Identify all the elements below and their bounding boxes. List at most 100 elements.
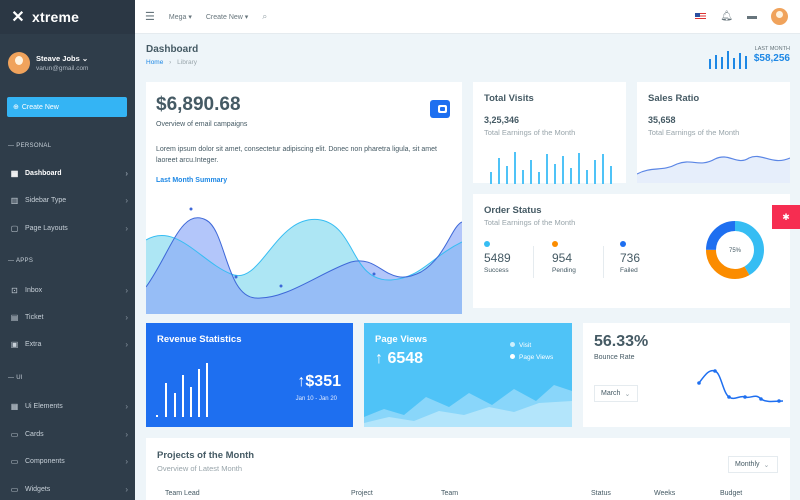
mega-menu[interactable]: Mega ▾ xyxy=(169,13,192,21)
visit-bar xyxy=(578,153,580,184)
donut-segment-pending xyxy=(706,221,764,279)
visit-bar xyxy=(570,168,572,184)
page-layouts-icon: ▢ xyxy=(10,224,19,233)
last-month-sparkbars xyxy=(709,51,747,69)
user-profile[interactable]: Steave Jobs ⌄ varun@gmail.com xyxy=(0,34,135,114)
stat-label: Success xyxy=(484,267,509,274)
chevron-right-icon: › xyxy=(125,169,128,178)
column-header: Status xyxy=(591,490,611,497)
stat-label: Failed xyxy=(620,267,638,274)
dot-icon xyxy=(510,354,515,359)
sidebar-item-extra[interactable]: ▣ Extra › xyxy=(10,340,128,349)
projects-card: Projects of the Month Overview of Latest… xyxy=(146,438,790,500)
email-body: Lorem ipsum dolor sit amet, consectetur … xyxy=(156,146,437,164)
user-email: varun@gmail.com xyxy=(36,65,89,72)
sidebar-item-label: Inbox xyxy=(25,287,43,294)
last-month-summary-link[interactable]: Last Month Summary xyxy=(156,177,228,184)
arrow-up-icon: ↑ xyxy=(375,350,383,367)
bounce-point xyxy=(713,369,717,373)
revenue-bar xyxy=(174,393,176,417)
breadcrumb-current: Library xyxy=(177,59,198,66)
settings-tab[interactable]: ✱ xyxy=(772,205,800,229)
revenue-card: Revenue Statistics ↑$351 Jan 10 - Jan 20 xyxy=(146,323,353,427)
sidebar-item-label: Page Layouts xyxy=(25,225,68,232)
logo-icon: ✕ xyxy=(11,9,25,26)
bounce-month-select[interactable]: March ⌄ xyxy=(594,385,638,402)
revenue-bar xyxy=(165,383,167,417)
sidebar-item-ticket[interactable]: ▤ Ticket › xyxy=(10,313,128,322)
chevron-right-icon: › xyxy=(125,224,128,233)
projects-period-select[interactable]: Monthly ⌄ xyxy=(728,456,778,473)
sales-area xyxy=(637,156,790,183)
avatar xyxy=(8,52,30,74)
projects-select-value: Monthly xyxy=(735,461,760,468)
last-month-summary: LAST MONTH $58,256 xyxy=(754,46,790,64)
sidebar-item-ui-elements[interactable]: ▦ Ui Elements › xyxy=(10,402,128,411)
visit-bar xyxy=(562,156,564,184)
email-wave-chart xyxy=(146,207,462,314)
us-flag-icon[interactable] xyxy=(695,12,707,21)
mega-label: Mega xyxy=(168,13,187,21)
sidebar-item-page-layouts[interactable]: ▢ Page Layouts › xyxy=(10,224,128,233)
sidebar-item-sidebar-type[interactable]: ▥ Sidebar Type › xyxy=(10,196,128,205)
visit-bar xyxy=(490,172,492,184)
chevron-right-icon: › xyxy=(125,402,128,411)
sidebar-item-widgets[interactable]: ▭ Widgets › xyxy=(10,485,128,494)
create-new-button[interactable]: ⊕ Create New xyxy=(7,97,127,117)
visit-bar xyxy=(522,170,524,184)
page-views-value: 6548 xyxy=(387,350,424,367)
revenue-bar xyxy=(206,363,208,417)
email-subtitle: Overview of email campaigns xyxy=(156,121,248,128)
plus-icon: ⊕ xyxy=(13,104,19,111)
bounce-value: 56.33% xyxy=(594,333,649,350)
wave-point xyxy=(189,207,193,211)
column-header: Project xyxy=(351,490,373,497)
visit-bar xyxy=(594,160,596,184)
extra-icon: ▣ xyxy=(10,340,19,349)
email-amount: $6,890.68 xyxy=(156,94,241,115)
logo[interactable]: ✕ xtreme xyxy=(0,0,135,34)
search-icon[interactable]: ⌕ xyxy=(262,11,268,21)
widgets-icon: ▭ xyxy=(10,485,19,494)
spark-bar xyxy=(715,55,717,69)
brand-name: xtreme xyxy=(32,9,80,25)
section-ui: — UI xyxy=(8,375,23,381)
hamburger-icon[interactable]: ☰ xyxy=(145,11,155,23)
wave-line-blue xyxy=(146,217,462,299)
bell-icon[interactable]: 🔔︎ xyxy=(720,11,733,22)
order-status-sub: Total Earnings of the Month xyxy=(484,218,576,227)
sidebar-item-cards[interactable]: ▭ Cards › xyxy=(10,430,128,439)
sidebar-item-components[interactable]: ▭ Components › xyxy=(10,457,128,466)
message-icon[interactable]: ▬ xyxy=(747,11,757,22)
last-month-label: LAST MONTH xyxy=(754,46,790,52)
visit-bar xyxy=(506,166,508,184)
chevron-right-icon: › xyxy=(125,485,128,494)
visit-bar xyxy=(554,164,556,184)
create-new-menu[interactable]: Create New ▾ xyxy=(206,13,248,21)
chevron-right-icon: › xyxy=(125,340,128,349)
total-visits-sub: Total Earnings of the Month xyxy=(484,128,576,137)
revenue-bar xyxy=(190,387,192,417)
revenue-value: $351 xyxy=(305,373,341,390)
sidebar-item-dashboard[interactable]: ▦ Dashboard › xyxy=(10,169,128,178)
page-views-area xyxy=(364,385,572,427)
sidebar-item-label: Sidebar Type xyxy=(25,197,67,204)
breadcrumb-home[interactable]: Home xyxy=(146,59,164,66)
pageviews-area-front xyxy=(364,401,572,427)
top-avatar[interactable] xyxy=(771,8,788,25)
sidebar-item-inbox[interactable]: ⊡ Inbox › xyxy=(10,286,128,295)
bounce-line-chart xyxy=(697,369,784,403)
spark-bar xyxy=(733,58,735,69)
stat-pending: 954 Pending xyxy=(552,241,576,274)
email-campaign-card: $6,890.68 Overview of email campaigns Lo… xyxy=(146,82,462,314)
total-visits-title: Total Visits xyxy=(484,93,534,104)
sidebar-item-label: Components xyxy=(25,458,65,465)
column-header: Budget xyxy=(720,490,743,497)
order-status-card: Order Status Total Earnings of the Month… xyxy=(473,194,790,308)
stat-value: 5489 xyxy=(484,251,511,265)
page-title: Dashboard xyxy=(146,44,199,55)
total-visits-card: Total Visits 3,25,346 Total Earnings of … xyxy=(473,82,626,184)
create-new-menu-label: Create New xyxy=(205,13,243,21)
create-new-label: Create New xyxy=(21,103,59,111)
donut-segment-failed xyxy=(706,221,764,279)
